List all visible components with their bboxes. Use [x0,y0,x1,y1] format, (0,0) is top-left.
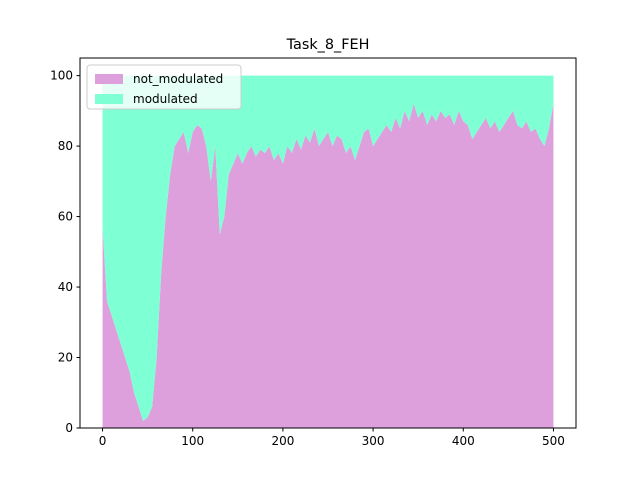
x-tick-label: 500 [542,434,565,448]
y-tick-label: 40 [58,280,73,294]
y-tick-label: 0 [65,421,73,435]
legend-swatch-modulated [95,94,123,104]
x-tick-label: 400 [452,434,475,448]
legend-swatch-not-modulated [95,74,123,84]
x-tick-label: 100 [181,434,204,448]
series-area-not-modulated [102,103,554,429]
x-tick-label: 0 [99,434,107,448]
series-area-modulated [102,75,554,421]
x-tick-label: 200 [271,434,294,448]
legend-label-not-modulated: not_modulated [133,72,223,86]
y-tick-label: 60 [58,210,73,224]
y-tick-label: 100 [50,69,73,83]
axes: 0 100 200 300 400 500 0 20 40 60 80 100 [50,57,577,448]
legend: not_modulated modulated [86,64,242,110]
y-tick-label: 80 [58,139,73,153]
plot-frame [79,57,577,429]
plot-area [102,75,554,429]
x-tick-label: 300 [362,434,385,448]
y-tick-label: 20 [58,351,73,365]
legend-label-modulated: modulated [133,92,198,106]
chart-title: Task_8_FEH [286,37,370,53]
legend-box [86,64,242,110]
